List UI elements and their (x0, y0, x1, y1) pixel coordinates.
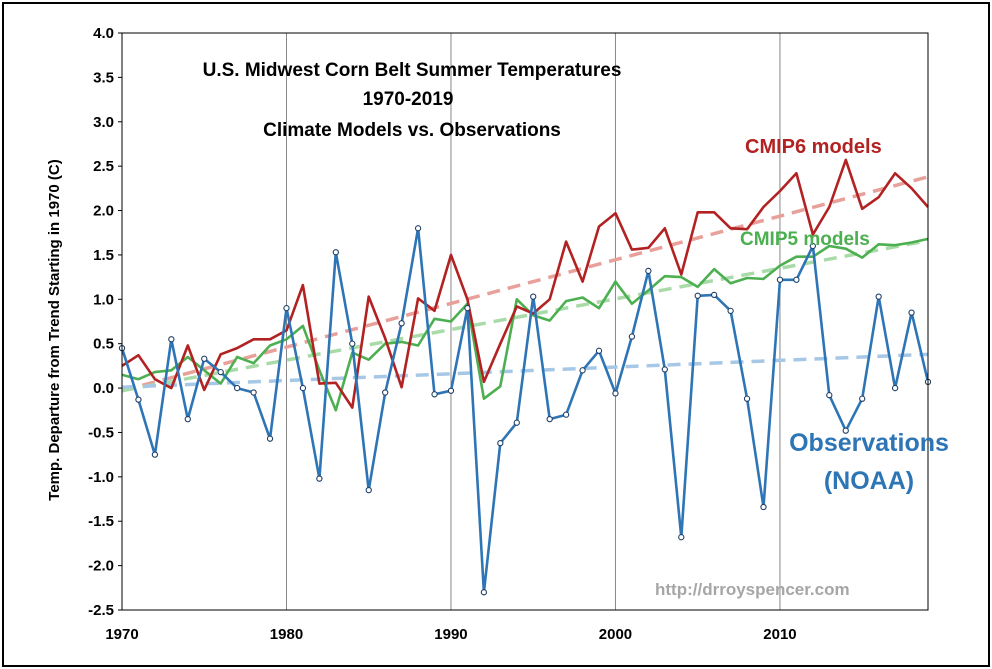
series-label-cmip6: CMIP6 models (745, 136, 882, 158)
observation-point (711, 291, 718, 299)
y-tick-label: 2.0 (93, 203, 114, 220)
observation-point (431, 391, 438, 398)
observation-point (842, 427, 849, 434)
observation-point (628, 333, 636, 340)
y-tick-label: -1.0 (88, 469, 114, 486)
observation-point (546, 415, 553, 423)
y-tick-label: -2.5 (88, 602, 114, 619)
observation-point (908, 309, 915, 316)
y-tick-label: -0.5 (88, 424, 114, 441)
observation-point (645, 267, 652, 275)
x-tick-label: 2000 (599, 626, 632, 643)
observation-point (233, 384, 241, 392)
observation-point (168, 336, 175, 343)
trend-line-observations (121, 352, 929, 389)
series-line-cmip6 (121, 158, 929, 409)
watermark-url: http://drroyspencer.com (655, 580, 850, 599)
observation-point (579, 367, 586, 374)
y-tick-label: 1.0 (93, 291, 114, 308)
observation-point (382, 389, 389, 396)
observation-point (809, 242, 817, 250)
x-tick-label: 1990 (434, 626, 467, 643)
observation-point (530, 293, 537, 300)
y-axis-label: Temp. Departure from Trend Starting in 1… (46, 159, 63, 500)
observation-point (184, 415, 191, 423)
series-line-cmip5 (121, 237, 929, 412)
observation-point (316, 475, 323, 482)
y-tick-label: 0.0 (93, 380, 114, 397)
observation-point (480, 589, 488, 596)
chart-title-line-3: Climate Models vs. Observations (263, 120, 561, 141)
series-label-observations: Observations (789, 429, 949, 457)
trend-line-cmip6 (121, 175, 929, 393)
observation-point (612, 390, 619, 397)
observation-point (349, 340, 356, 347)
trend-lines (121, 175, 929, 393)
observation-point (332, 249, 339, 256)
observation-point (266, 435, 274, 442)
observation-point (562, 411, 570, 418)
y-tick-label: 3.0 (93, 114, 114, 131)
observation-point (464, 305, 471, 312)
observation-point (694, 292, 701, 299)
y-tick-label: 4.0 (93, 25, 114, 42)
observation-point (250, 389, 257, 396)
y-tick-label: 3.5 (93, 69, 114, 86)
x-tick-label: 1970 (105, 626, 138, 643)
observation-point (859, 395, 866, 402)
observation-point (678, 534, 685, 541)
observation-point (414, 225, 422, 232)
y-tick-label: 0.5 (93, 336, 114, 353)
observation-point (283, 305, 290, 312)
trend-line-cmip5 (121, 238, 929, 393)
observation-point (776, 276, 784, 283)
observation-point (661, 366, 668, 373)
observation-point (513, 419, 520, 426)
observation-point (760, 503, 767, 511)
plot-area (121, 32, 929, 611)
observation-point (826, 392, 833, 399)
observation-point (201, 355, 208, 362)
series-label-observations-source: (NOAA) (824, 467, 914, 495)
chart-title-line-1: U.S. Midwest Corn Belt Summer Temperatur… (203, 60, 622, 81)
observation-point (151, 451, 159, 458)
observation-point (743, 395, 751, 402)
observation-markers (118, 225, 932, 596)
observation-point (135, 396, 142, 403)
observation-point (727, 307, 734, 314)
x-tick-label: 1980 (270, 626, 303, 643)
observation-point (365, 487, 372, 494)
observation-point (398, 320, 405, 327)
observation-point (497, 439, 504, 447)
x-tick-label: 2010 (763, 626, 796, 643)
x-tick-labels: 1970 1980 1990 2000 2010 (105, 626, 796, 643)
observation-point (875, 293, 882, 300)
observation-point (891, 384, 899, 392)
y-tick-label: -2.0 (88, 558, 114, 575)
observation-point (793, 276, 800, 283)
series-label-cmip5: CMIP5 models (740, 229, 870, 250)
chart-title-line-2: 1970-2019 (363, 89, 454, 110)
y-tick-label: -1.5 (88, 513, 114, 530)
observation-point (447, 387, 455, 394)
observation-point (595, 347, 603, 354)
observation-point (299, 384, 307, 392)
observation-point (217, 368, 224, 376)
y-tick-label: 1.5 (93, 247, 114, 264)
y-tick-labels: 4.0 3.5 3.0 2.5 2.0 1.5 1.0 0.5 0.0 -0.5 -1.0 -1.5 -… (88, 25, 122, 619)
y-tick-label: 2.5 (93, 158, 114, 175)
